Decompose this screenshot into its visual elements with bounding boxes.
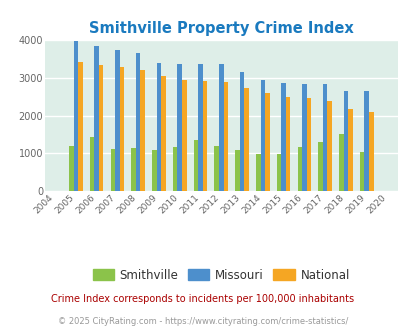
Bar <box>73 42 78 191</box>
Bar <box>140 70 145 191</box>
Bar <box>202 81 207 191</box>
Bar <box>255 154 260 191</box>
Bar <box>239 72 244 191</box>
Bar <box>244 88 248 191</box>
Bar <box>181 80 186 191</box>
Text: © 2025 CityRating.com - https://www.cityrating.com/crime-statistics/: © 2025 CityRating.com - https://www.city… <box>58 317 347 326</box>
Bar <box>115 50 119 191</box>
Bar <box>260 80 264 191</box>
Bar <box>297 147 301 191</box>
Bar <box>136 53 140 191</box>
Bar <box>161 76 165 191</box>
Title: Smithville Property Crime Index: Smithville Property Crime Index <box>89 21 353 36</box>
Bar <box>218 64 223 191</box>
Bar <box>234 150 239 191</box>
Bar <box>173 147 177 191</box>
Bar <box>90 137 94 191</box>
Bar <box>264 93 269 191</box>
Bar <box>223 82 228 191</box>
Bar <box>343 91 347 191</box>
Bar <box>285 97 290 191</box>
Bar <box>131 148 136 191</box>
Bar <box>193 140 198 191</box>
Bar <box>306 98 311 191</box>
Bar <box>94 47 99 191</box>
Bar <box>214 146 218 191</box>
Bar <box>152 150 156 191</box>
Bar <box>69 146 73 191</box>
Bar <box>318 142 322 191</box>
Legend: Smithville, Missouri, National: Smithville, Missouri, National <box>87 264 354 286</box>
Bar <box>364 91 368 191</box>
Bar <box>281 83 285 191</box>
Bar <box>347 110 352 191</box>
Bar <box>156 63 161 191</box>
Bar <box>301 84 306 191</box>
Bar <box>322 83 327 191</box>
Bar <box>327 101 331 191</box>
Bar <box>368 112 373 191</box>
Bar <box>338 134 343 191</box>
Bar <box>177 63 181 191</box>
Text: Crime Index corresponds to incidents per 100,000 inhabitants: Crime Index corresponds to incidents per… <box>51 294 354 304</box>
Bar <box>119 67 124 191</box>
Bar <box>110 149 115 191</box>
Bar <box>78 62 83 191</box>
Bar <box>198 64 202 191</box>
Bar <box>359 152 364 191</box>
Bar <box>99 65 103 191</box>
Bar <box>276 154 281 191</box>
